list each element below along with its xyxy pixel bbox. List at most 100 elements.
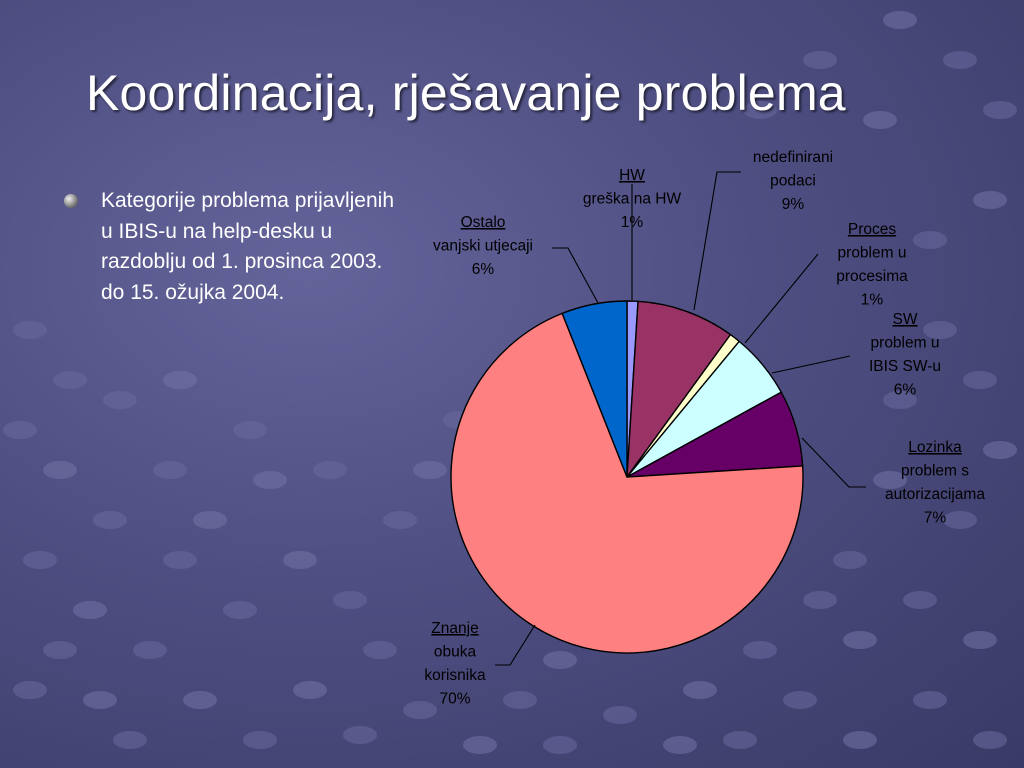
background-dot [833, 551, 867, 569]
background-dot [343, 726, 377, 744]
slice-label-ostalo-category: Ostalo [461, 214, 506, 231]
slice-label-sw-description: IBIS SW-u [869, 358, 941, 375]
background-dot [223, 601, 257, 619]
background-dot [83, 691, 117, 709]
slice-label-lozinka-category: Lozinka [908, 439, 962, 456]
background-dot [93, 511, 127, 529]
background-dot [743, 101, 777, 119]
slide-title: Koordinacija, rješavanje problema [86, 65, 846, 121]
background-dot [363, 641, 397, 659]
background-dot [803, 51, 837, 69]
background-dot [803, 591, 837, 609]
background-dot [313, 461, 347, 479]
leader-lines [495, 171, 866, 666]
background-dot [283, 551, 317, 569]
background-dot [973, 191, 1007, 209]
slice-label-sw-value: 6% [894, 382, 917, 399]
pie-slice-ostalo [561, 300, 628, 478]
slice-label-proces-description: procesima [836, 268, 908, 285]
background-dot [403, 701, 437, 719]
background-dot [43, 461, 77, 479]
slice-labels: HW greška na HW 1% nedefinirani podaci 9% Proc… [424, 149, 985, 708]
leader-line-ostalo [552, 247, 599, 304]
background-dot [973, 731, 1007, 749]
background-dot [103, 391, 137, 409]
background-dot [13, 321, 47, 339]
background-dot [163, 551, 197, 569]
background-dot [723, 731, 757, 749]
background-dot [243, 731, 277, 749]
bullet-sphere-icon [64, 194, 78, 208]
background-dot [3, 421, 37, 439]
slice-label-znanje-description: korisnika [424, 667, 486, 684]
background-dot [603, 706, 637, 724]
background-dot [73, 601, 107, 619]
slice-label-sw-category: SW [893, 311, 918, 328]
background-dot [183, 691, 217, 709]
pie-slice-nedefinirani [626, 300, 732, 478]
background-dot [153, 461, 187, 479]
background-dot [843, 631, 877, 649]
background-dot [543, 651, 577, 669]
background-dot [743, 641, 777, 659]
background-dot [13, 681, 47, 699]
pie-slices [450, 300, 804, 654]
background-dot [983, 101, 1017, 119]
background-dot [333, 591, 367, 609]
bullet-text: Kategorije problema prijavljenih u IBIS-… [101, 189, 394, 304]
leader-line-nedefinirani [693, 171, 741, 311]
slice-label-lozinka-description: autorizacijama [885, 486, 985, 503]
background-dot [23, 551, 57, 569]
slice-label-ostalo-description: vanjski utjecaji [433, 238, 533, 255]
slice-label-nedefinirani-description: podaci [770, 173, 816, 190]
slice-label-nedefinirani-value: 9% [782, 196, 805, 213]
pie-slice-znanje [450, 312, 804, 654]
background-dot [963, 631, 997, 649]
slice-label-sw-description: problem u [871, 335, 940, 352]
background-dot [903, 591, 937, 609]
background-dot [543, 736, 577, 754]
slice-label-proces-description: problem u [838, 245, 907, 262]
background-dot [883, 391, 917, 409]
background-dot [413, 461, 447, 479]
slice-label-hw-value: 1% [621, 214, 644, 231]
leader-line-proces [744, 253, 819, 344]
slice-label-hw-category: HW [619, 167, 645, 184]
slice-label-proces-value: 1% [861, 292, 884, 309]
background-dot [463, 736, 497, 754]
slice-label-lozinka-value: 7% [924, 510, 947, 527]
background-dot [233, 421, 267, 439]
background-dot [503, 691, 537, 709]
slice-label-lozinka-description: problem s [901, 463, 969, 480]
background-dot [133, 641, 167, 659]
background-dot [663, 736, 697, 754]
background-dot [943, 51, 977, 69]
background-dot [163, 371, 197, 389]
bullet-item: Kategorije problema prijavljenih u IBIS-… [64, 186, 404, 308]
slice-label-ostalo-value: 6% [472, 261, 495, 278]
background-dot [683, 681, 717, 699]
background-dot [383, 511, 417, 529]
background-dot [883, 11, 917, 29]
background-dot [193, 511, 227, 529]
background-dot [963, 371, 997, 389]
slice-label-proces-category: Proces [848, 221, 896, 238]
background-dot [873, 471, 907, 489]
background-dot [913, 231, 947, 249]
background-dot [863, 111, 897, 129]
leader-line-znanje [495, 624, 536, 666]
background-dot [783, 691, 817, 709]
leader-line-sw [771, 355, 851, 374]
background-dot [53, 371, 87, 389]
background-dot [843, 731, 877, 749]
slice-label-znanje-description: obuka [434, 644, 477, 661]
leader-line-lozinka [801, 437, 866, 488]
background-dot [293, 681, 327, 699]
background-dot [43, 641, 77, 659]
background-dot [983, 441, 1017, 459]
background-dot [923, 321, 957, 339]
background-dot [943, 511, 977, 529]
background-dot [913, 691, 947, 709]
